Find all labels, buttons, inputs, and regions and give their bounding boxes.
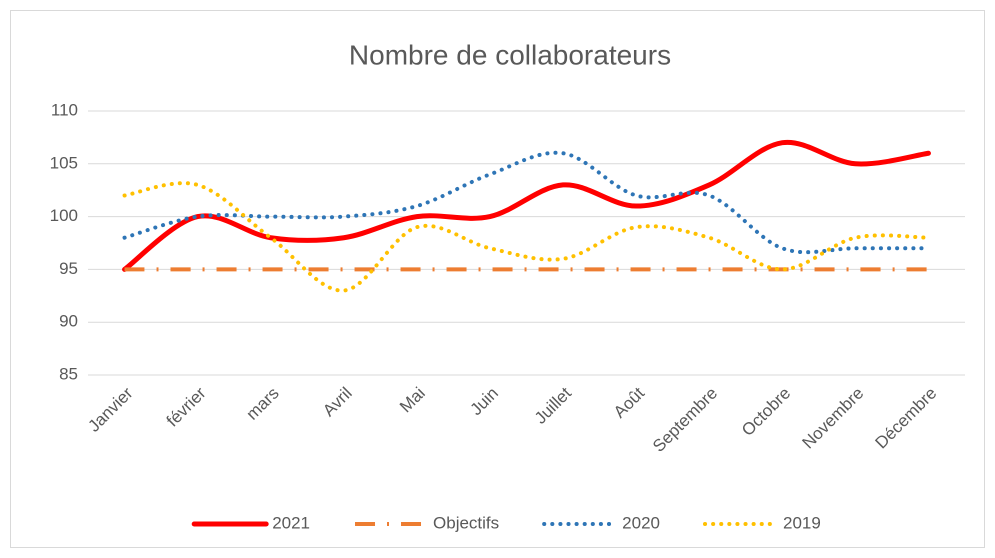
legend-item: 2021	[191, 513, 310, 532]
chart-frame	[10, 10, 985, 548]
chart-title: Nombre de collaborateurs	[349, 39, 671, 70]
legend-label: 2021	[272, 513, 310, 532]
y-tick-label: 85	[59, 364, 78, 383]
legend-label: 2019	[783, 513, 821, 532]
legend-label: Objectifs	[433, 513, 499, 532]
legend-item: Objectifs	[355, 513, 499, 532]
y-tick-label: 105	[50, 153, 78, 172]
y-tick-label: 90	[59, 312, 78, 331]
y-tick-label: 100	[50, 206, 78, 225]
y-tick-label: 110	[51, 100, 78, 119]
legend-item: 2019	[702, 513, 821, 532]
series-line	[122, 181, 931, 293]
legend-item: 2020	[542, 513, 660, 532]
y-tick-label: 95	[59, 259, 78, 278]
series-line	[122, 150, 931, 255]
legend-label: 2020	[622, 513, 660, 532]
series-line	[122, 139, 931, 272]
